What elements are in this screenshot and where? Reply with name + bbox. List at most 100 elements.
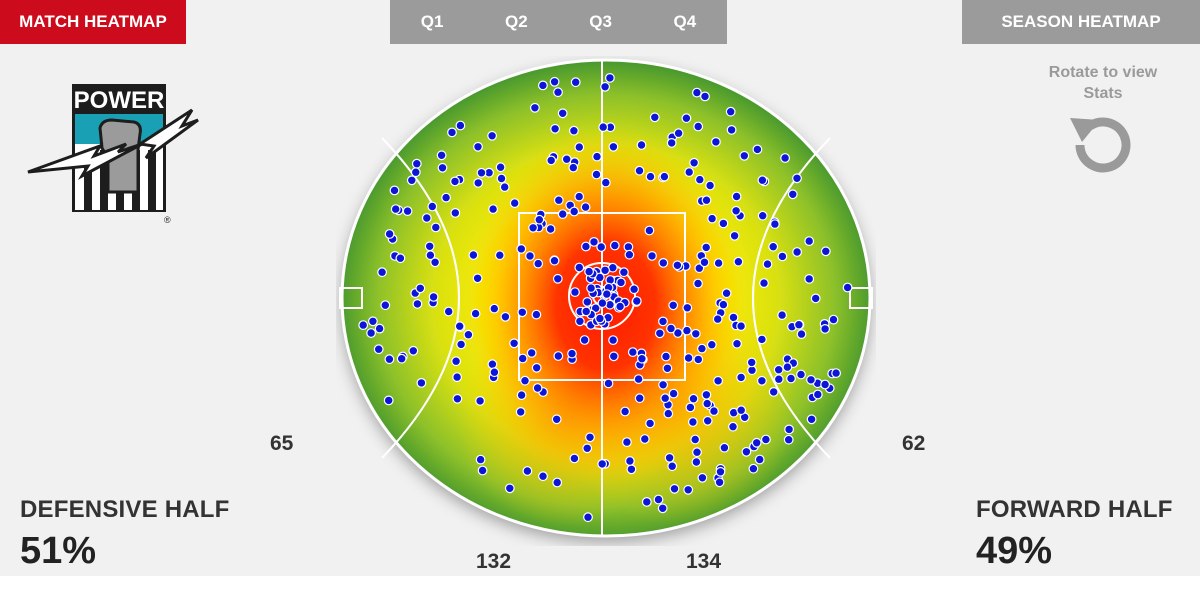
possession-dot bbox=[538, 471, 548, 482]
possession-dot bbox=[681, 113, 692, 124]
rotate-hint: Rotate to view Stats bbox=[1030, 62, 1176, 180]
possession-dot bbox=[685, 402, 696, 413]
possession-dot bbox=[549, 255, 560, 266]
possession-dot bbox=[693, 354, 704, 365]
match-heatmap-button[interactable]: MATCH HEATMAP bbox=[0, 0, 186, 44]
possession-dot bbox=[654, 328, 665, 339]
possession-dot bbox=[516, 243, 527, 254]
possession-dot bbox=[616, 277, 626, 288]
possession-dot bbox=[570, 287, 580, 298]
possession-dot bbox=[601, 289, 612, 300]
possession-dot bbox=[783, 434, 794, 445]
possession-dot bbox=[609, 240, 620, 251]
possession-dot bbox=[608, 351, 619, 362]
possession-dot bbox=[477, 465, 488, 476]
possession-dot bbox=[428, 291, 439, 302]
tab-q4[interactable]: Q4 bbox=[673, 12, 697, 31]
possession-dot bbox=[443, 306, 454, 317]
possession-dot bbox=[672, 260, 683, 271]
possession-dot bbox=[584, 266, 595, 277]
possession-dot bbox=[476, 167, 487, 178]
possession-dot bbox=[487, 130, 498, 141]
possession-dot bbox=[373, 344, 384, 355]
possession-dot bbox=[688, 417, 698, 427]
possession-dot bbox=[531, 309, 542, 320]
possession-dot bbox=[657, 503, 668, 514]
possession-dot bbox=[475, 454, 486, 465]
possession-dot bbox=[637, 353, 647, 364]
possession-dot bbox=[718, 218, 729, 229]
possession-dot bbox=[739, 150, 750, 161]
logo-text: POWER bbox=[74, 87, 165, 114]
possession-dot bbox=[796, 369, 806, 380]
possession-dot bbox=[570, 77, 581, 88]
possession-dot bbox=[721, 288, 732, 299]
possession-dot bbox=[702, 398, 713, 409]
possession-dot bbox=[712, 314, 723, 325]
possession-dot bbox=[366, 328, 376, 338]
possession-dot bbox=[415, 283, 426, 294]
possession-dot bbox=[395, 253, 406, 264]
possession-dot bbox=[597, 459, 608, 469]
possession-dot bbox=[729, 230, 740, 241]
possession-dot bbox=[649, 112, 660, 123]
possession-dot bbox=[667, 461, 678, 472]
possession-dot bbox=[662, 363, 673, 374]
possession-dot bbox=[693, 278, 703, 289]
rotate-icon[interactable] bbox=[1066, 110, 1140, 180]
possession-dot bbox=[806, 414, 817, 425]
possession-dot bbox=[688, 393, 699, 404]
possession-dot bbox=[451, 356, 461, 367]
defensive-half-percent: 51% bbox=[20, 530, 97, 572]
possession-dot bbox=[581, 306, 592, 317]
possession-dot bbox=[713, 375, 724, 386]
tab-q3[interactable]: Q3 bbox=[589, 12, 612, 31]
possession-dot bbox=[653, 494, 664, 505]
possession-dot bbox=[668, 300, 679, 311]
possession-dot bbox=[473, 177, 484, 188]
possession-dot bbox=[736, 372, 747, 383]
possession-dot bbox=[713, 258, 724, 269]
possession-dot bbox=[489, 367, 500, 378]
possession-dot bbox=[454, 321, 465, 332]
possession-dot bbox=[701, 242, 712, 253]
possession-dot bbox=[526, 348, 537, 358]
tab-q2[interactable]: Q2 bbox=[505, 12, 528, 31]
possession-dot bbox=[645, 171, 656, 182]
possession-dot bbox=[728, 312, 739, 323]
possession-dot bbox=[625, 456, 635, 466]
possession-dot bbox=[452, 393, 463, 404]
possession-dot bbox=[561, 154, 572, 165]
possession-dot bbox=[437, 162, 448, 173]
defensive-top-count: 65 bbox=[270, 432, 294, 455]
possession-dot bbox=[736, 321, 747, 332]
possession-dot bbox=[658, 257, 669, 268]
possession-dot bbox=[757, 375, 767, 386]
possession-dot bbox=[664, 452, 675, 463]
possession-dot bbox=[792, 173, 802, 184]
possession-dot bbox=[529, 102, 540, 113]
possession-dot bbox=[608, 335, 619, 346]
possession-dot bbox=[777, 251, 788, 262]
possession-dot bbox=[402, 206, 413, 217]
possession-dot bbox=[450, 176, 460, 187]
possession-dot bbox=[380, 300, 391, 311]
possession-dot bbox=[705, 180, 716, 191]
possession-dot bbox=[557, 209, 568, 220]
possession-dot bbox=[605, 72, 615, 83]
possession-dot bbox=[752, 144, 763, 155]
possession-dot bbox=[586, 283, 597, 294]
possession-dot bbox=[658, 316, 668, 327]
possession-dot bbox=[692, 447, 702, 458]
rotate-hint-text: Rotate to view Stats bbox=[1048, 64, 1158, 102]
bottom-strip bbox=[0, 576, 1200, 594]
forward-bottom-count: 134 bbox=[686, 550, 722, 573]
possession-dot bbox=[634, 165, 645, 176]
tab-q1[interactable]: Q1 bbox=[420, 12, 444, 31]
possession-dot bbox=[658, 379, 669, 390]
season-heatmap-button[interactable]: SEASON HEATMAP bbox=[962, 0, 1200, 44]
possession-dot bbox=[733, 256, 744, 267]
possession-dot bbox=[757, 175, 768, 186]
possession-dot bbox=[761, 434, 771, 445]
possession-dot bbox=[553, 87, 563, 98]
